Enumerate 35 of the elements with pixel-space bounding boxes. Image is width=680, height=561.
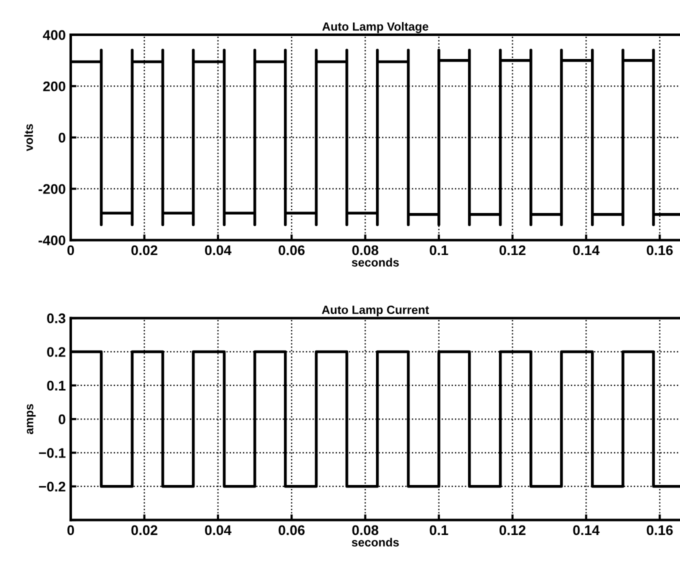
x-tick-label: 0.12 — [500, 245, 526, 256]
y-tick-label: -400 — [38, 235, 66, 246]
x-tick-label: 0 — [67, 525, 74, 536]
y-tick-label: −0.2 — [39, 482, 66, 492]
x-tick-label: 0.14 — [573, 525, 600, 536]
y-tick-label: 0 — [58, 132, 66, 143]
y-tick-label: −0.1 — [39, 448, 66, 458]
x-axis-title: seconds — [352, 538, 399, 547]
x-tick-label: 0.06 — [278, 525, 305, 536]
x-tick-label: 0.16 — [646, 525, 673, 536]
y-axis-title: volts — [24, 124, 33, 152]
y-axis-title: amps — [26, 404, 36, 434]
x-tick-label: 0 — [67, 245, 74, 256]
x-tick-label: 0.1 — [430, 245, 448, 256]
y-tick-label: -200 — [38, 184, 66, 194]
x-tick-label: 0.08 — [352, 245, 378, 256]
chart-title: Auto Lamp Voltage — [322, 22, 428, 34]
y-tick-label: 0 — [58, 414, 66, 424]
y-tick-label: 400 — [42, 30, 66, 40]
x-tick-label: 0.12 — [500, 525, 526, 536]
x-tick-label: 0.04 — [205, 245, 232, 256]
x-tick-label: 0.16 — [646, 245, 673, 256]
x-axis-title: seconds — [352, 258, 399, 267]
chart-title: Auto Lamp Current — [322, 306, 429, 316]
x-tick-label: 0.04 — [205, 525, 232, 536]
y-tick-label: 0.1 — [47, 380, 66, 391]
y-tick-label: 0.3 — [47, 313, 66, 324]
y-tick-label: 200 — [43, 81, 66, 92]
y-tick-label: 0.2 — [47, 347, 66, 357]
x-tick-label: 0.02 — [131, 245, 158, 256]
x-tick-label: 0.14 — [573, 245, 600, 256]
x-tick-label: 0.1 — [430, 525, 448, 536]
x-tick-label: 0.08 — [352, 525, 378, 536]
x-tick-label: 0.06 — [278, 245, 305, 256]
x-tick-label: 0.02 — [131, 525, 158, 536]
